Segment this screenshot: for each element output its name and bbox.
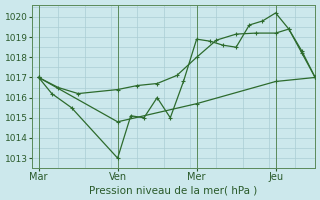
X-axis label: Pression niveau de la mer( hPa ): Pression niveau de la mer( hPa ) bbox=[90, 185, 258, 195]
